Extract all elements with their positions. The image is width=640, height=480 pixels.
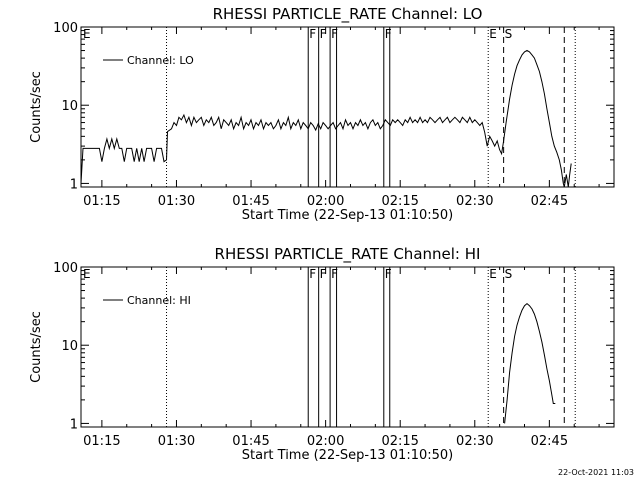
y-axis-label: Counts/sec (29, 311, 44, 383)
y-tick-label: 10 (61, 99, 78, 114)
event-marker-label: E (489, 27, 497, 41)
chart-panel-lo: RHESSI PARTICLE_RATE Channel: LO 1 10 100 01… (29, 5, 615, 223)
x-tick-label: 02:00 (307, 434, 344, 449)
event-marker-label: F (309, 27, 316, 41)
event-marker-label: F (385, 27, 392, 41)
event-marker-label: F (309, 267, 316, 281)
x-tick-label: 01:45 (232, 434, 269, 449)
x-axis-label: Start Time (22-Sep-13 01:10:50) (242, 208, 453, 223)
x-tick-label: 02:30 (456, 194, 493, 209)
legend-label: Channel: LO (127, 54, 194, 67)
event-marker-label: F (385, 267, 392, 281)
x-tick-label: 01:30 (158, 434, 195, 449)
x-axis-label: Start Time (22-Sep-13 01:10:50) (242, 448, 453, 463)
plot-frame (80, 266, 615, 428)
event-marker-label: E (83, 27, 91, 41)
x-tick-label: 01:30 (158, 194, 195, 209)
event-marker-label: F (331, 267, 338, 281)
event-marker-label: E (83, 267, 91, 281)
legend-label: Channel: HI (127, 294, 191, 307)
event-marker-label: F (320, 27, 327, 41)
chart-title: RHESSI PARTICLE_RATE Channel: HI (215, 245, 481, 264)
chart-title: RHESSI PARTICLE_RATE Channel: LO (213, 5, 483, 24)
event-marker-label: S (505, 27, 513, 41)
y-tick-label: 1 (70, 177, 78, 192)
x-tick-label: 01:15 (83, 194, 120, 209)
x-tick-label: 02:45 (531, 434, 568, 449)
x-tick-label: 02:15 (381, 434, 418, 449)
chart-panel-hi: RHESSI PARTICLE_RATE Channel: HI 1 10 100 01… (29, 245, 615, 463)
x-tick-label: 02:15 (381, 194, 418, 209)
y-tick-label: 1 (70, 417, 78, 432)
event-marker-label: S (505, 267, 513, 281)
event-marker-label: F (331, 27, 338, 41)
series-line (504, 302, 556, 424)
y-tick-label: 100 (53, 261, 78, 276)
y-tick-label: 10 (61, 339, 78, 354)
x-tick-label: 02:00 (307, 194, 344, 209)
y-axis-label: Counts/sec (29, 71, 44, 143)
event-marker-label: E (489, 267, 497, 281)
x-tick-label: 01:15 (83, 434, 120, 449)
x-tick-label: 02:45 (531, 194, 568, 209)
event-marker-label: F (320, 267, 327, 281)
y-tick-label: 100 (53, 21, 78, 36)
generation-date: 22-Oct-2021 11:03 (558, 468, 634, 477)
x-tick-label: 01:45 (232, 194, 269, 209)
x-tick-label: 02:30 (456, 434, 493, 449)
series-line (81, 49, 572, 187)
plot-frame (80, 26, 615, 188)
